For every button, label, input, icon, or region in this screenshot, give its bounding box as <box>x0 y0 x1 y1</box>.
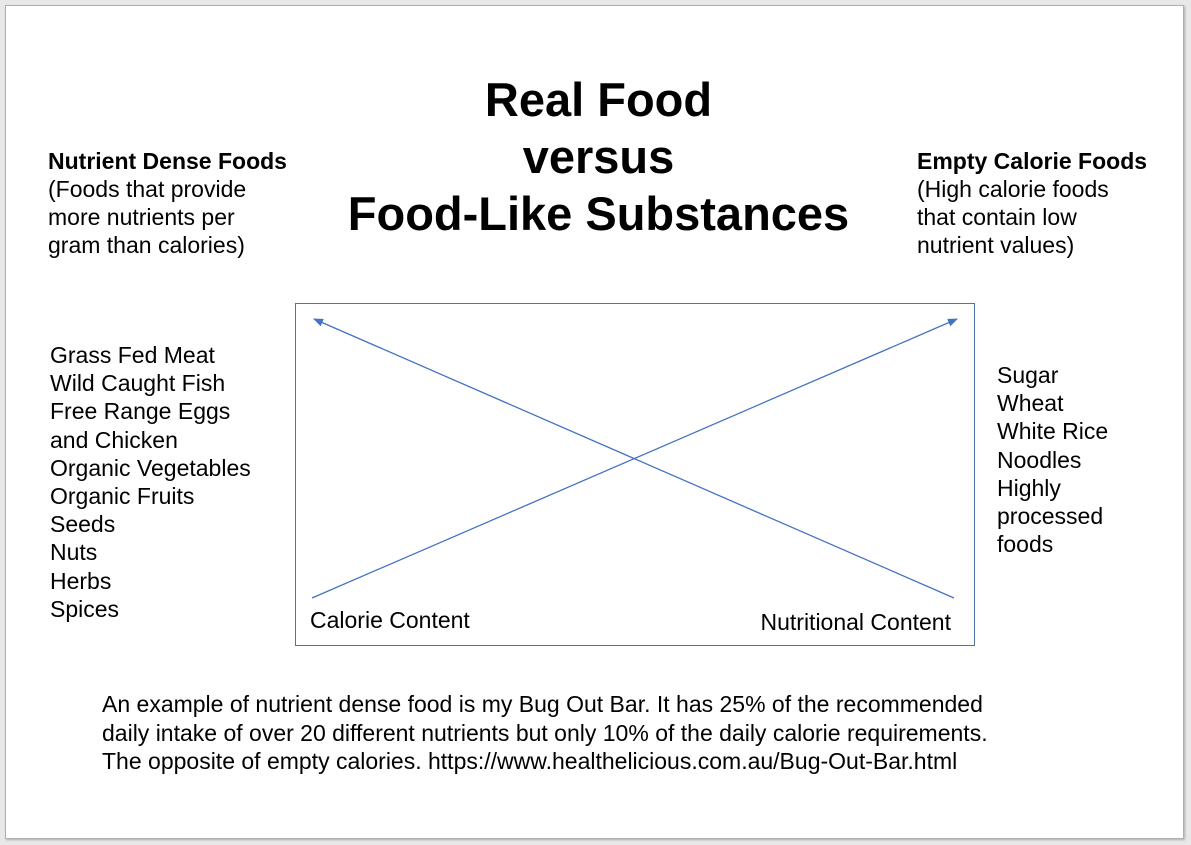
empty-calorie-heading-block: Empty Calorie Foods (High calorie foods … <box>917 147 1147 259</box>
list-item: processed <box>997 503 1104 530</box>
nutritional-content-label: Nutritional Content <box>760 609 952 635</box>
list-item: White Rice <box>997 418 1109 445</box>
list-item: Nuts <box>50 539 98 566</box>
page: Real Food versus Food-Like Substances Nu… <box>5 5 1184 839</box>
list-item: Highly <box>997 474 1061 501</box>
empty-calorie-heading: Empty Calorie Foods <box>917 148 1148 174</box>
title-line-3: Food-Like Substances <box>347 187 850 240</box>
list-item: Free Range Eggs <box>50 398 231 425</box>
list-item: Organic Vegetables <box>50 454 251 481</box>
footer-note: An example of nutrient dense food is my … <box>102 690 1102 776</box>
list-item: Sugar <box>997 362 1059 388</box>
list-item: Spices <box>50 595 120 622</box>
empty-calorie-food-list: Sugar Wheat White Rice Noodles Highly pr… <box>997 361 1108 558</box>
list-item: Organic Fruits <box>50 483 195 510</box>
nutrient-dense-description-line: more nutrients per <box>48 204 235 230</box>
list-item: Seeds <box>50 511 116 538</box>
list-item: Noodles <box>997 446 1082 473</box>
nutrient-dense-heading: Nutrient Dense Foods <box>48 148 287 174</box>
nutrient-dense-heading-block: Nutrient Dense Foods (Foods that provide… <box>48 147 287 259</box>
list-item: Wheat <box>997 390 1064 417</box>
title-line-1: Real Food <box>484 73 713 126</box>
nutrient-dense-description-line: gram than calories) <box>48 232 245 258</box>
comparison-diagram-box: Calorie Content Nutritional Content <box>295 303 975 646</box>
empty-calorie-description-line: (High calorie foods <box>917 176 1109 202</box>
footer-line: daily intake of over 20 different nutrie… <box>102 719 988 746</box>
nutrient-dense-description-line: (Foods that provide <box>48 176 247 202</box>
diagram-title: Real Food versus Food-Like Substances <box>306 71 891 242</box>
footer-line: The opposite of empty calories. https://… <box>102 748 958 774</box>
nutrition-to-dense-arrow <box>313 318 955 599</box>
list-item: foods <box>997 531 1054 558</box>
title-line-2: versus <box>522 130 675 183</box>
footer-line: An example of nutrient dense food is my … <box>102 691 983 717</box>
calorie-content-label: Calorie Content <box>310 607 470 633</box>
list-item: Grass Fed Meat <box>50 342 215 368</box>
nutrient-dense-food-list: Grass Fed Meat Wild Caught Fish Free Ran… <box>50 341 251 623</box>
list-item: and Chicken <box>50 426 178 453</box>
empty-calorie-description-line: nutrient values) <box>917 232 1075 258</box>
list-item: Herbs <box>50 567 112 594</box>
empty-calorie-description-line: that contain low <box>917 204 1077 230</box>
list-item: Wild Caught Fish <box>50 370 226 397</box>
crossing-arrows <box>311 318 958 599</box>
